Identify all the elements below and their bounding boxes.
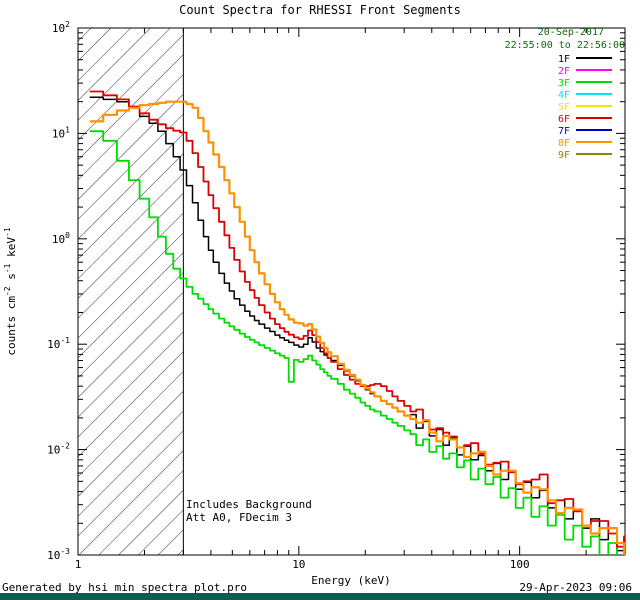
legend-entry-8F: 8F (558, 138, 612, 149)
legend-entry-5F: 5F (558, 102, 612, 113)
svg-text:10-2: 10-2 (47, 442, 70, 457)
observation-date: 20-Sep-2017 (537, 27, 604, 38)
legend-entry-4F: 4F (558, 90, 612, 101)
annotation-includes-background: Includes Background (186, 498, 312, 511)
series-6F (89, 90, 625, 548)
legend-entry-6F: 6F (558, 114, 612, 125)
svg-text:1: 1 (75, 558, 82, 571)
plot-title: Count Spectra for RHESSI Front Segments (179, 3, 461, 17)
bottom-bar (0, 593, 640, 600)
legend-label: 4F (558, 90, 570, 101)
observation-time-range: 22:55:00 to 22:56:00 (504, 40, 625, 51)
excluded-region-hatch (78, 28, 184, 555)
generated-plot-layer: 1 10 100 102 101 100 10-1 10-2 10-3 counts cm-2 s… (3, 20, 626, 571)
legend-label: 2F (558, 66, 570, 77)
series-3F (89, 130, 625, 555)
legend-entry-2F: 2F (558, 66, 612, 77)
svg-text:100: 100 (510, 558, 530, 571)
svg-text:10-1: 10-1 (47, 336, 70, 351)
series-layer (89, 90, 625, 555)
plot-frame (77, 27, 626, 556)
x-axis-label: Energy (keV) (311, 574, 390, 587)
svg-text:102: 102 (52, 20, 70, 35)
series-8F (89, 100, 625, 555)
legend-label: 1F (558, 54, 570, 65)
legend-entry-9F: 9F (558, 150, 612, 161)
svg-text:101: 101 (52, 125, 70, 140)
legend-label: 6F (558, 114, 570, 125)
legend-entry-7F: 7F (558, 126, 612, 137)
axis-tick-labels: 1 10 100 102 101 100 10-1 10-2 10-3 (47, 20, 529, 571)
legend-label: 5F (558, 102, 570, 113)
generator-credit: Generated by hsi_min_spectra_plot.pro (2, 581, 248, 594)
y-axis-label: counts cm-2 s-1 keV-1 (3, 227, 18, 355)
generation-timestamp: 29-Apr-2023 09:06 (519, 581, 632, 594)
legend-label: 3F (558, 78, 570, 89)
legend-entry-1F: 1F (558, 54, 612, 65)
svg-text:10-3: 10-3 (47, 547, 70, 562)
svg-text:10: 10 (292, 558, 305, 571)
annotation-attenuator-state: Att A0, FDecim 3 (186, 511, 292, 524)
legend-entry-3F: 3F (558, 78, 612, 89)
svg-text:100: 100 (52, 231, 70, 246)
legend-label: 7F (558, 126, 570, 137)
legend-label: 8F (558, 138, 570, 149)
legend-label: 9F (558, 150, 570, 161)
axis-ticks (77, 27, 625, 556)
